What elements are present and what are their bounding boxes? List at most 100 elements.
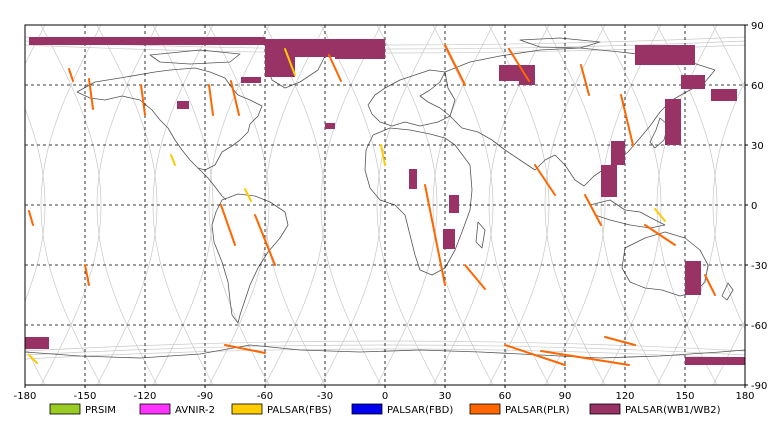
legend-item: PALSAR(PLR) <box>469 403 570 416</box>
x-tick-label: 0 <box>382 391 388 402</box>
y-tick-label: 30 <box>751 141 764 152</box>
x-tick-label: 30 <box>439 391 452 402</box>
swath-palsar-plr <box>224 344 266 354</box>
swath-palsar-plr <box>620 94 634 146</box>
x-tick-label: 180 <box>735 391 754 402</box>
swath-palsar-wb <box>665 99 681 145</box>
x-tick-label: -60 <box>257 391 273 402</box>
coastline-europe <box>367 69 451 127</box>
orbit-track <box>712 79 745 331</box>
x-tick-label: -150 <box>74 391 97 402</box>
swath-palsar-plr <box>504 344 566 366</box>
swath-palsar-fbs <box>28 354 38 364</box>
latitude-ticks: 90 60 30 0 -30 -60 -90 <box>745 21 767 392</box>
swath-palsar-plr <box>704 274 716 296</box>
orbit-track <box>376 25 438 385</box>
swath-palsar-wb <box>241 77 261 83</box>
swath-palsar-plr <box>328 54 342 82</box>
legend-label: PALSAR(WB1/WB2) <box>625 405 721 416</box>
x-tick-label: 60 <box>499 391 512 402</box>
x-tick-label: -180 <box>14 391 37 402</box>
legend-item: PALSAR(FBS) <box>231 403 332 416</box>
swath-palsar-wb <box>711 89 737 101</box>
swath-palsar-wb <box>25 337 49 349</box>
swath-palsar-wb <box>409 169 417 189</box>
swath-palsar-wb <box>325 123 335 129</box>
swath-palsar-wb <box>611 141 625 165</box>
swath-palsar-plr <box>580 64 590 96</box>
coastline-antarctica <box>25 344 745 359</box>
legend-item: AVNIR-2 <box>139 403 215 416</box>
swath-palsar-plr <box>534 164 556 196</box>
legend: PRSIM AVNIR-2 PALSAR(FBS) PALSAR(FBD) PALSAR… <box>49 403 721 416</box>
swath-palsar-wb <box>665 45 695 65</box>
legend-label: AVNIR-2 <box>175 405 215 416</box>
legend-label: PALSAR(FBS) <box>267 405 332 416</box>
swath-palsar-plr <box>254 214 276 266</box>
swath-palsar-wb <box>601 165 617 197</box>
legend-swatch <box>469 403 501 415</box>
y-tick-label: -90 <box>751 381 767 392</box>
swath-palsar-plr <box>140 84 146 116</box>
longitude-ticks: -180 -150 -120 -90 -60 -30 0 30 60 90 120 150 180 <box>14 385 755 402</box>
swath-palsar-wb <box>449 195 459 213</box>
legend-item: PRSIM <box>49 403 116 416</box>
swath-palsar-fbs <box>244 188 252 202</box>
swath-palsar-plr <box>508 48 530 82</box>
swath-palsar-plr <box>68 68 74 82</box>
swath-palsar-plr <box>584 194 602 226</box>
swath-palsar-wb <box>443 229 455 249</box>
swath-palsar-fbs <box>284 48 296 76</box>
swath-palsar-wb <box>265 53 295 77</box>
legend-label: PRSIM <box>85 405 116 416</box>
legend-swatch <box>49 403 81 415</box>
swath-palsar-wb <box>685 261 701 295</box>
swath-palsar-plr <box>220 204 236 246</box>
swath-palsar-plr <box>230 80 240 116</box>
observation-swaths <box>25 37 745 366</box>
orbit-track <box>544 25 606 385</box>
swath-palsar-plr <box>424 184 446 286</box>
swath-palsar-plr <box>444 44 466 86</box>
swath-palsar-fbs <box>170 154 176 166</box>
swath-palsar-wb <box>681 75 705 89</box>
y-tick-label: 90 <box>751 21 764 32</box>
swath-palsar-fbs <box>380 144 386 166</box>
orbit-track <box>25 340 745 352</box>
swath-palsar-plr <box>464 264 486 290</box>
coastline-southeast-asia <box>589 199 666 229</box>
orbit-track <box>208 25 270 385</box>
x-tick-label: 150 <box>675 391 694 402</box>
coastlines <box>25 37 745 359</box>
swath-palsar-fbs <box>654 208 666 222</box>
legend-swatch <box>139 403 171 415</box>
y-tick-label: 0 <box>751 201 757 212</box>
x-tick-label: -30 <box>317 391 333 402</box>
coastline-new-zealand <box>721 282 734 301</box>
coastline-south-america <box>211 193 289 324</box>
coastline-north-america <box>76 67 263 171</box>
swath-palsar-wb <box>29 37 265 45</box>
x-tick-label: -90 <box>197 391 213 402</box>
swath-palsar-plr <box>604 336 636 346</box>
swath-palsar-wb <box>265 39 335 57</box>
swath-palsar-plr <box>644 224 676 246</box>
x-tick-label: -120 <box>134 391 157 402</box>
legend-swatch <box>589 403 621 415</box>
swath-palsar-plr <box>28 210 34 226</box>
swath-palsar-plr <box>88 78 94 110</box>
y-tick-label: -30 <box>751 261 767 272</box>
x-tick-label: 90 <box>559 391 572 402</box>
coastline-central-america <box>197 167 227 201</box>
swath-palsar-wb <box>635 45 665 65</box>
y-tick-label: 60 <box>751 81 764 92</box>
legend-label: PALSAR(FBD) <box>387 405 453 416</box>
coastline-madagascar <box>475 221 486 249</box>
swath-palsar-wb <box>335 39 385 59</box>
legend-swatch <box>231 403 263 415</box>
swath-palsar-wb <box>177 101 189 109</box>
swath-palsar-wb <box>685 357 745 365</box>
swath-palsar-plr <box>208 84 214 116</box>
